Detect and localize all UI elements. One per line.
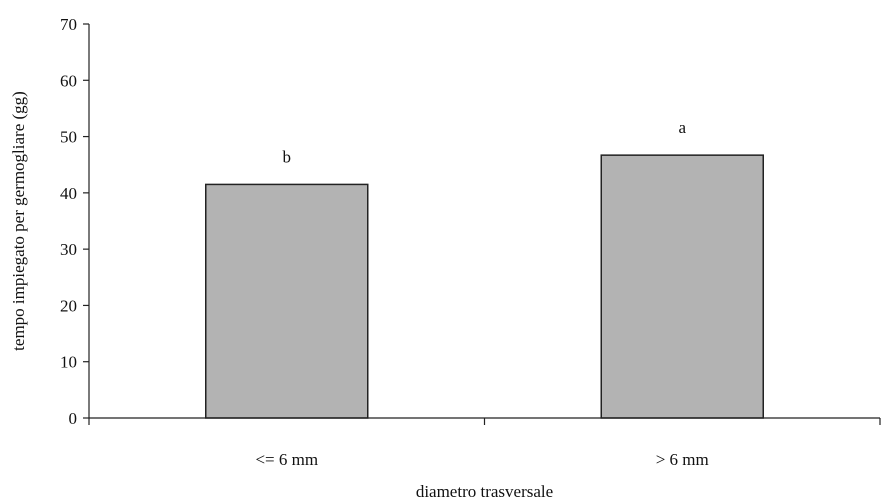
- y-axis-title: tempo impiegato per germogliare (gg): [9, 91, 28, 351]
- significance-letter: b: [283, 147, 292, 166]
- y-tick-label: 70: [60, 15, 77, 34]
- bars-group: [205, 154, 764, 419]
- x-axis-title: diametro trasversale: [416, 482, 553, 501]
- significance-letter: a: [678, 118, 686, 137]
- bar: [600, 154, 764, 419]
- x-tick-label: > 6 mm: [656, 450, 709, 469]
- y-ticks-group: 0 10 20 30 40 50 60 70: [60, 15, 89, 428]
- y-tick-label: 60: [60, 71, 77, 90]
- y-tick-label: 0: [69, 409, 78, 428]
- bar: [205, 183, 369, 419]
- y-tick-label: 30: [60, 240, 77, 259]
- x-ticks-group: <= 6 mm > 6 mm: [88, 418, 881, 469]
- x-tick-label: <= 6 mm: [255, 450, 318, 469]
- y-tick-label: 40: [60, 184, 77, 203]
- y-tick-label: 20: [60, 296, 77, 315]
- significance-labels-group: ba: [283, 118, 687, 166]
- y-tick-label: 50: [60, 128, 77, 147]
- y-tick-label: 10: [60, 353, 77, 372]
